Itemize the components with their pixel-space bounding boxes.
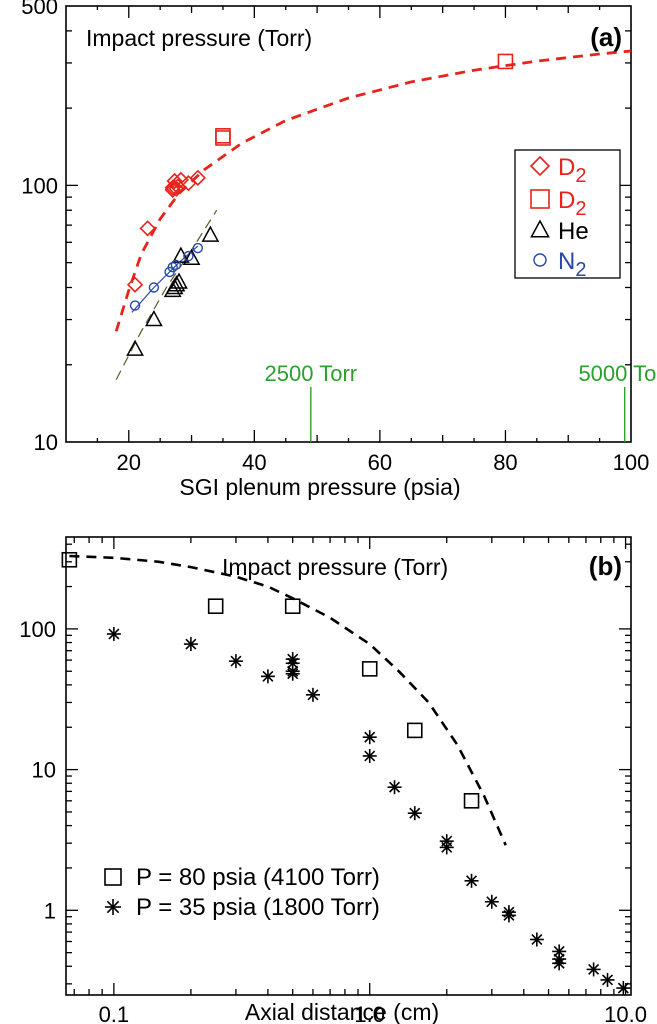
data-point	[529, 932, 544, 947]
data-point	[552, 956, 567, 971]
x-tick-label: 60	[368, 450, 392, 475]
data-point	[406, 722, 423, 739]
data-point	[484, 894, 499, 909]
reference-line-label: 2500 Torr	[265, 361, 358, 386]
legend-marker	[529, 155, 551, 177]
x-tick-label: 80	[493, 450, 517, 475]
panel-b-letter: (b)	[589, 551, 622, 581]
data-point	[228, 654, 243, 669]
data-point	[129, 300, 141, 311]
panel-a: 20 40 60 80 100 10 100 500 2500 Torr 5000 Torr I…	[21, 0, 657, 500]
data-point	[139, 220, 156, 237]
data-point	[201, 225, 220, 242]
data-point	[167, 275, 186, 292]
fit-curve	[69, 554, 507, 846]
data-point	[61, 551, 78, 568]
data-point	[126, 276, 144, 293]
reference-line-label: 5000 Torr	[578, 361, 657, 386]
data-point	[586, 962, 601, 977]
data-point	[464, 873, 479, 888]
data-point	[260, 669, 275, 684]
legend-subscript: 2	[575, 165, 586, 187]
data-point	[183, 250, 194, 262]
data-point	[305, 687, 320, 702]
data-point	[170, 272, 188, 289]
y-tick-label: 1	[44, 898, 56, 923]
panel-a-legend-box	[514, 149, 621, 279]
y-tick-label: 100	[19, 617, 56, 642]
legend-marker	[530, 189, 550, 209]
y-tick-label: 500	[21, 0, 58, 19]
data-point	[189, 169, 206, 186]
legend-label: P = 35 psia (1800 Torr)	[136, 894, 380, 921]
data-point	[126, 339, 144, 356]
x-tick-label: 10.0	[604, 1002, 647, 1024]
panel-a-letter: (a)	[590, 22, 622, 52]
panel-a-title: Impact pressure (Torr)	[86, 25, 312, 51]
data-point	[497, 53, 514, 70]
data-point	[148, 282, 160, 293]
panel-b-markers	[61, 551, 631, 996]
legend-subscript: 2	[575, 198, 586, 220]
data-point	[463, 793, 480, 809]
legend-marker	[104, 868, 122, 886]
data-point	[207, 598, 224, 614]
data-point	[387, 780, 402, 795]
legend-marker	[533, 253, 547, 267]
panel-b-xlabel: Axial distance (cm)	[245, 999, 439, 1024]
data-point	[439, 840, 454, 855]
data-point	[164, 181, 181, 199]
x-tick-label: 100	[613, 450, 650, 475]
data-point	[166, 172, 183, 190]
data-point	[172, 171, 190, 189]
panel-a-markers	[126, 53, 514, 356]
panel-a-xlabel: SGI plenum pressure (psia)	[179, 474, 460, 500]
data-point	[182, 248, 201, 266]
data-point	[501, 908, 516, 923]
x-tick-label: 1.0	[354, 1002, 385, 1024]
panel-b-ticks: 0.1 1.0 10.0 1 10 100	[19, 537, 647, 1024]
data-point	[285, 666, 300, 681]
data-point	[362, 730, 377, 745]
data-point	[215, 128, 231, 144]
panel-b-frame	[65, 536, 632, 996]
data-point	[183, 637, 198, 652]
data-point	[284, 598, 301, 614]
x-tick-label: 20	[117, 450, 141, 475]
data-point	[145, 309, 163, 327]
legend-subscript: 2	[575, 259, 586, 281]
data-point	[167, 261, 178, 273]
panel-b-legend: P = 80 psia (4100 Torr) P = 35 psia (1800…	[104, 864, 380, 921]
legend-label: He	[558, 218, 589, 245]
panel-b-fit-curves	[69, 554, 507, 846]
data-point	[285, 656, 300, 671]
panel-b-title: Impact pressure (Torr)	[222, 554, 448, 580]
legend-label: P = 80 psia (4100 Torr)	[136, 864, 380, 891]
fit-curve	[115, 209, 218, 380]
y-tick-label: 100	[21, 173, 58, 198]
data-point	[192, 242, 204, 254]
data-point	[106, 626, 121, 641]
data-point	[616, 981, 631, 996]
data-point	[362, 748, 377, 763]
panel-a-ticks: 20 40 60 80 100 10 100 500	[21, 0, 649, 475]
legend-marker	[530, 219, 550, 238]
x-tick-label: 0.1	[99, 1002, 130, 1024]
fit-curve	[114, 49, 632, 332]
y-tick-label: 10	[34, 430, 58, 455]
y-tick-label: 10	[32, 758, 56, 783]
legend-marker	[105, 899, 121, 915]
data-point	[170, 259, 182, 271]
data-point	[600, 972, 615, 987]
data-point	[407, 806, 422, 821]
x-tick-label: 40	[242, 450, 266, 475]
data-point	[361, 661, 378, 677]
panel-a-reference-lines: 2500 Torr 5000 Torr	[265, 361, 657, 442]
